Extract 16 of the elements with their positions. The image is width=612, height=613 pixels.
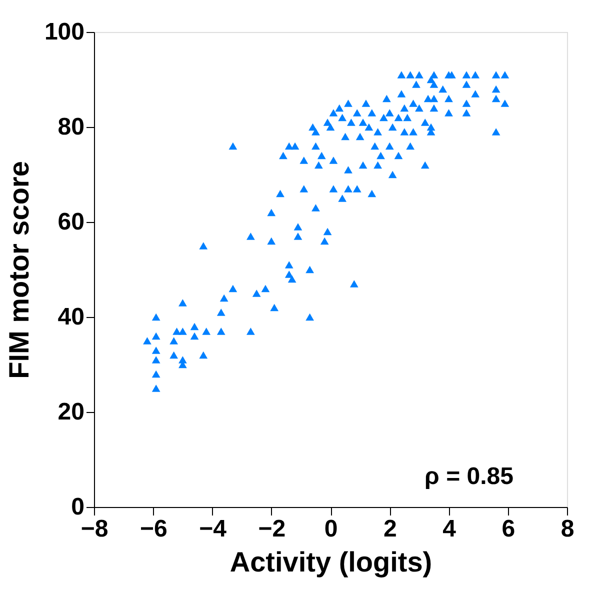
x-tick-label: −6 — [140, 516, 168, 542]
y-tick-label: 20 — [58, 398, 84, 426]
x-tick-label: 6 — [502, 516, 516, 542]
y-tick-label: 80 — [58, 114, 84, 140]
x-tick-label: 0 — [324, 516, 338, 542]
y-tick-label: 60 — [58, 208, 84, 236]
x-tick-label: −4 — [199, 516, 228, 542]
y-axis-title: FIM motor score — [3, 161, 34, 379]
annotation: ρ = 0.85 — [424, 463, 514, 490]
x-axis-title: Activity (logits) — [230, 546, 432, 578]
x-tick-label: 8 — [560, 516, 574, 542]
x-tick-label: 4 — [442, 516, 457, 542]
y-tick-label: 100 — [44, 18, 84, 46]
x-tick-label: 2 — [383, 516, 397, 542]
x-tick-label: −2 — [258, 516, 286, 542]
y-tick-label: 40 — [58, 304, 84, 330]
